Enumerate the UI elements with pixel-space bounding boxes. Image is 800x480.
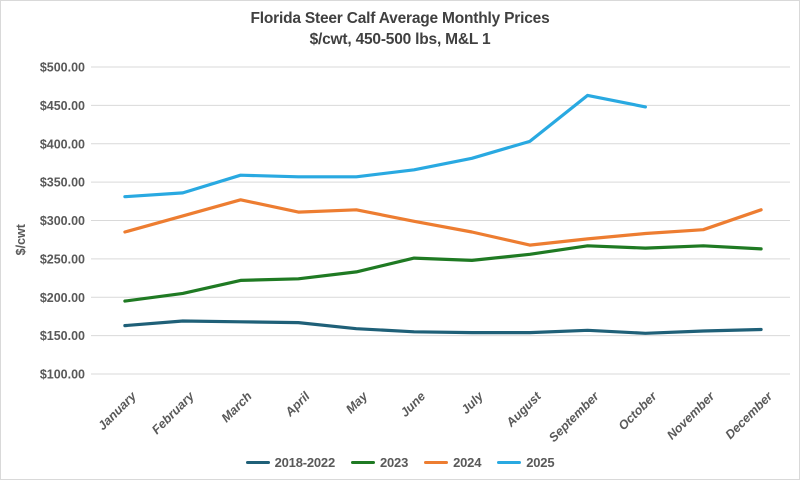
series-line-2025 [123, 93, 647, 199]
x-tick-label: March [219, 389, 255, 425]
x-tick-label: May [343, 388, 371, 416]
series-line-2018-2022 [123, 319, 763, 335]
y-tick-label: $500.00 [40, 61, 85, 75]
legend: 2018-2022 2023 2024 2025 [1, 455, 799, 470]
legend-label: 2023 [380, 455, 409, 470]
y-tick-label: $450.00 [40, 99, 85, 113]
series-line-2023 [123, 244, 763, 303]
y-tick-label: $100.00 [40, 368, 85, 382]
y-tick-label: $150.00 [40, 329, 85, 343]
series-line-2024 [123, 198, 763, 247]
chart-title-block: Florida Steer Calf Average Monthly Price… [1, 8, 799, 50]
chart-title: Florida Steer Calf Average Monthly Price… [250, 10, 550, 27]
x-tick-label: June [398, 389, 429, 420]
x-tick-label: December [723, 388, 776, 441]
chart-subtitle: $/cwt, 450-500 lbs, M&L 1 [309, 31, 491, 48]
y-tick-label: $300.00 [40, 214, 85, 228]
legend-line-swatch [351, 460, 375, 465]
x-tick-label: February [149, 388, 197, 436]
legend-label: 2025 [526, 455, 555, 470]
legend-item-2023: 2023 [351, 455, 408, 470]
x-tick-label: January [95, 388, 140, 433]
legend-item-2025: 2025 [497, 455, 555, 470]
legend-label: 2024 [453, 455, 482, 470]
legend-item-2024: 2024 [424, 455, 481, 470]
x-tick-label: September [546, 388, 602, 444]
x-tick-label: August [503, 389, 545, 431]
x-tick-label: April [282, 389, 313, 420]
legend-item-2018-2022: 2018-2022 [245, 455, 336, 470]
x-tick-label: July [458, 388, 486, 416]
legend-line-swatch [424, 460, 449, 465]
x-tick-label: October [616, 388, 661, 433]
y-tick-label: $250.00 [40, 252, 85, 266]
y-tick-label: $400.00 [40, 137, 85, 151]
legend-label: 2018-2022 [274, 455, 336, 470]
y-axis-label: $/cwt [14, 223, 28, 255]
y-tick-label: $350.00 [40, 176, 85, 190]
x-tick-label: November [664, 388, 718, 442]
legend-line-swatch [245, 460, 270, 465]
legend-line-swatch [497, 460, 522, 465]
y-tick-label: $200.00 [40, 291, 85, 305]
